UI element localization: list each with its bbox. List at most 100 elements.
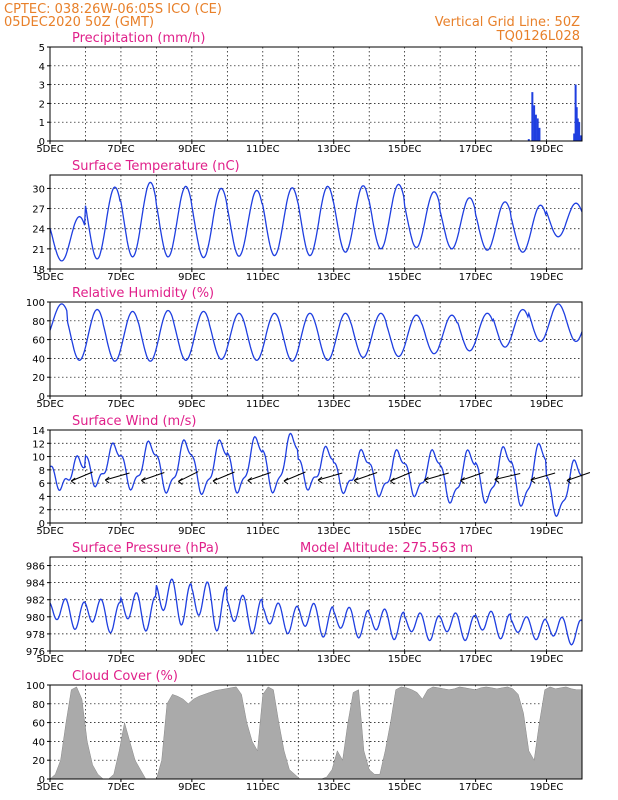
pressure-line: [49, 578, 583, 646]
pressure-xtick-label: 19DEC: [530, 654, 564, 665]
pressure-ytick-label: 986: [26, 562, 45, 573]
wind-vector-head: [566, 477, 572, 484]
cloud-frame: [49, 684, 583, 780]
precipitation-ytick-label: 0: [39, 137, 45, 148]
humidity-frame: [49, 301, 583, 397]
wind-xtick-label: 9DEC: [178, 526, 205, 537]
wind-vector: [178, 471, 199, 482]
cloud-xtick-label: 9DEC: [178, 782, 205, 793]
cloud-xtick-label: 7DEC: [107, 782, 134, 793]
humidity-line: [49, 303, 583, 362]
precipitation-bar: [574, 84, 577, 141]
wind-xtick-label: 7DEC: [107, 526, 134, 537]
precipitation-xtick-label: 19DEC: [530, 144, 564, 155]
cloud-ytick-label: 80: [32, 700, 45, 711]
pressure-xtick-label: 7DEC: [107, 654, 134, 665]
precipitation-xtick-label: 15DEC: [388, 144, 422, 155]
precipitation-ytick-label: 5: [39, 43, 45, 54]
wind-vector: [354, 472, 378, 481]
pressure-xtick-label: 5DEC: [36, 654, 63, 665]
pressure-ytick-label: 976: [26, 647, 45, 658]
panel-temperature: Surface Temperature (nC) 18 21 24 27 30 5DEC 7D…: [32, 159, 583, 283]
wind-vector-head: [460, 477, 465, 484]
cloud-xtick-label: 19DEC: [530, 782, 564, 793]
precipitation-bar: [534, 114, 537, 141]
humidity-ytick-label: 80: [32, 317, 45, 328]
precipitation-ytick-label: 1: [39, 118, 45, 129]
pressure-ytick-label: 982: [26, 596, 45, 607]
cloud-xtick-label: 17DEC: [459, 782, 493, 793]
pressure-xtick-label: 17DEC: [459, 654, 493, 665]
wind-ytick-label: 14: [32, 426, 45, 437]
wind-ytick-label: 12: [32, 439, 45, 450]
wind-vector-head: [353, 477, 359, 484]
precipitation-bar: [536, 118, 539, 141]
pressure-xtick-label: 15DEC: [388, 654, 422, 665]
precipitation-xtick-label: 13DEC: [317, 144, 351, 155]
wind-ytick-label: 10: [32, 453, 45, 464]
temperature-title: Surface Temperature (nC): [72, 159, 240, 174]
wind-ytick-label: 6: [39, 479, 45, 490]
humidity-xtick-label: 9DEC: [178, 399, 205, 410]
wind-vector: [212, 471, 235, 482]
pressure-ytick-label: 978: [26, 630, 45, 641]
wind-vector: [460, 472, 484, 481]
humidity-xtick-label: 15DEC: [388, 399, 422, 410]
precipitation-bar: [531, 92, 534, 141]
panel-pressure: Surface Pressure (hPa) Model Altitude: 27…: [26, 541, 583, 665]
wind-vector-head: [317, 476, 323, 484]
wind-vector: [424, 472, 449, 481]
temperature-ytick-label: 21: [32, 245, 45, 256]
panel-humidity: Relative Humidity (%) 0 20 40 60 80 100 5DEC 7DE…: [26, 286, 583, 410]
wind-xtick-label: 11DEC: [246, 526, 280, 537]
wind-vector-head: [494, 476, 500, 483]
humidity-xtick-label: 19DEC: [530, 399, 564, 410]
temperature-frame: [49, 174, 583, 270]
precipitation-bar: [576, 118, 579, 141]
pressure-title: Surface Pressure (hPa): [72, 541, 219, 556]
wind-line: [49, 432, 583, 518]
wind-vector-head: [104, 476, 110, 484]
temperature-ytick-label: 18: [32, 265, 45, 276]
wind-xtick-label: 5DEC: [36, 526, 63, 537]
precipitation-bar: [538, 127, 541, 141]
temperature-xtick-label: 13DEC: [317, 272, 351, 283]
humidity-ytick-label: 60: [32, 336, 45, 347]
humidity-ytick-label: 20: [32, 373, 45, 384]
panel-cloud: Cloud Cover (%) 0 20 40 60 80 100 5DEC 7DEC 9DEC 1…: [26, 669, 583, 793]
wind-vector: [530, 472, 556, 481]
wind-ytick-label: 2: [39, 506, 45, 517]
temperature-xtick-label: 19DEC: [530, 272, 564, 283]
temperature-xtick-label: 5DEC: [36, 272, 63, 283]
cloud-area: [49, 686, 583, 780]
pressure-annotation: Model Altitude: 275.563 m: [300, 541, 473, 556]
wind-vector-head: [141, 477, 146, 484]
wind-frame: [49, 429, 583, 524]
humidity-ytick-label: 100: [26, 298, 45, 309]
precipitation-bar: [579, 135, 582, 141]
precipitation-ytick-label: 3: [39, 81, 45, 92]
wind-vector-head: [178, 478, 183, 485]
pressure-xtick-label: 11DEC: [246, 654, 280, 665]
temperature-xtick-label: 17DEC: [459, 272, 493, 283]
cloud-ytick-label: 20: [32, 756, 45, 767]
temperature-ytick-label: 30: [32, 184, 45, 195]
wind-vector: [283, 471, 306, 482]
precipitation-bar: [575, 107, 578, 141]
pressure-frame: [49, 556, 583, 652]
pressure-ytick-label: 984: [26, 579, 45, 590]
precipitation-xtick-label: 11DEC: [246, 144, 280, 155]
precipitation-frame: [49, 46, 583, 142]
header-line-2: 05DEC2020 50Z (GMT): [4, 15, 154, 30]
temperature-ytick-label: 27: [32, 205, 45, 216]
wind-vector: [566, 472, 591, 481]
wind-vector: [247, 472, 271, 481]
precipitation-xtick-label: 7DEC: [107, 144, 134, 155]
wind-ytick-label: 8: [39, 466, 45, 477]
cloud-xtick-label: 13DEC: [317, 782, 351, 793]
temperature-xtick-label: 15DEC: [388, 272, 422, 283]
precipitation-title: Precipitation (mm/h): [72, 31, 205, 46]
humidity-xtick-label: 7DEC: [107, 399, 134, 410]
cloud-xtick-label: 15DEC: [388, 782, 422, 793]
cloud-ytick-label: 60: [32, 719, 45, 730]
